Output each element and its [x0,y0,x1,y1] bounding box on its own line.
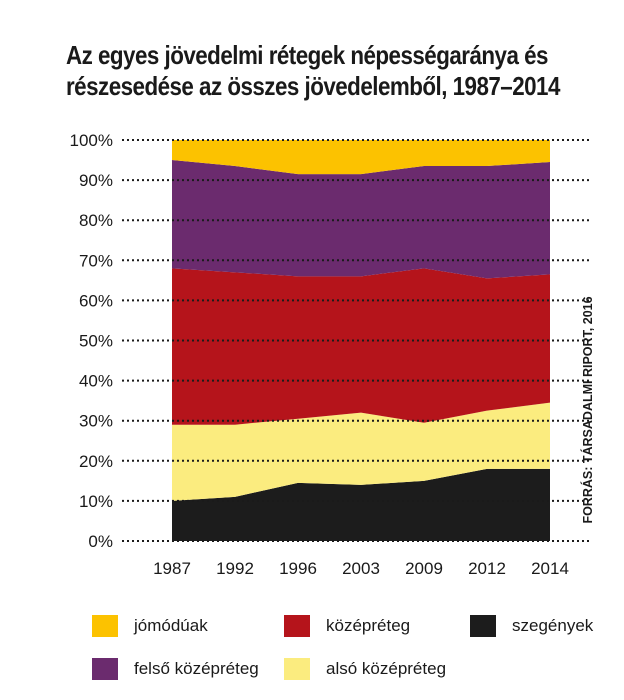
area-series-kozepreteg [172,268,550,425]
area-series-jomoduak [172,140,550,175]
x-tick-label: 1987 [153,559,191,578]
x-tick-label: 2014 [531,559,569,578]
y-tick-label: 0% [88,532,113,551]
chart-title: Az egyes jövedelmi rétegek népességarány… [66,40,560,102]
x-tick-label: 2012 [468,559,506,578]
area-series-szegenyek [172,468,550,541]
area-series-also-kozepreteg [172,402,550,501]
x-tick-label: 2003 [342,559,380,578]
y-tick-label: 90% [79,171,113,190]
y-tick-label: 10% [79,492,113,511]
y-tick-label: 60% [79,291,113,310]
x-tick-label: 1996 [279,559,317,578]
y-tick-label: 40% [79,372,113,391]
chart-title-line-2: részesedése az összes jövedelemből, 1987… [66,71,560,101]
y-tick-label: 70% [79,251,113,270]
x-tick-label: 2009 [405,559,443,578]
source-note: FORRÁS: TÁRSADALMI RIPORT, 2016 [580,296,595,523]
y-tick-label: 50% [79,332,113,351]
y-tick-label: 80% [79,211,113,230]
chart-title-line-1: Az egyes jövedelmi rétegek népességarány… [66,40,548,70]
y-tick-label: 100% [70,131,113,150]
y-tick-label: 30% [79,412,113,431]
x-tick-label: 1992 [216,559,254,578]
area-series-felso-kozepreteg [172,160,550,279]
y-tick-label: 20% [79,452,113,471]
